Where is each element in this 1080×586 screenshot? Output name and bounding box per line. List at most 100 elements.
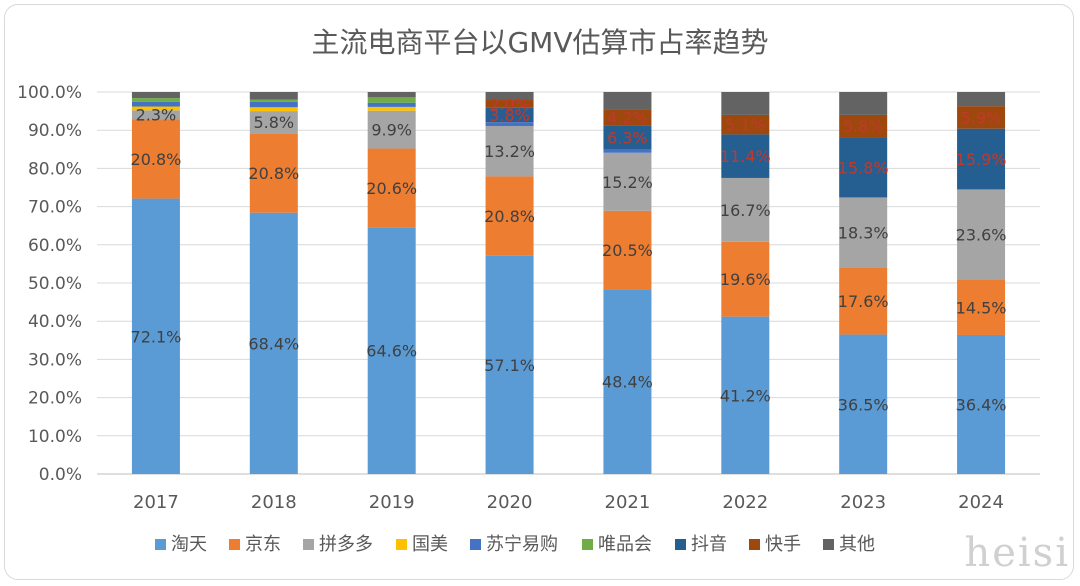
data-label: 4.2% [607,109,648,128]
bar-segment [249,111,298,134]
data-label: 20.6% [366,179,417,198]
legend-swatch [396,539,407,550]
bar-segment [249,133,298,213]
bar-segment [957,92,1006,107]
data-label: 41.2% [720,386,771,405]
bar-segment [721,134,770,178]
bar-segment [957,128,1006,190]
bar-segment [131,198,180,474]
bar-segment [839,114,888,138]
legend-item: 苏宁易购 [470,534,558,555]
data-label: 68.4% [248,334,299,353]
legend-item: 京东 [229,534,281,555]
bar-segment [131,101,180,107]
data-label: 9.9% [371,121,412,140]
bar-segment [603,92,652,110]
bar-segment [367,110,416,149]
y-tick-label: 100.0% [17,83,82,103]
data-label: 36.5% [838,395,889,414]
data-label: 20.8% [131,150,182,169]
bar-segment [367,102,416,107]
y-tick-label: 50.0% [28,274,82,294]
data-label: 36.4% [956,395,1007,414]
data-label: 48.4% [602,373,653,392]
data-label: 5.9% [961,108,1002,127]
bar-segment [485,100,534,108]
bar-segment [131,92,180,99]
bar-segment [249,212,298,474]
x-tick-label: 2018 [251,492,297,513]
bar-segment [957,334,1006,474]
legend-label: 拼多多 [319,534,373,555]
bar-segment [839,267,888,335]
data-label: 64.6% [366,342,417,361]
legend-label: 苏宁易购 [486,534,558,555]
legend-swatch [303,539,314,550]
data-label: 5.8% [843,117,884,136]
data-label: 15.9% [956,150,1007,169]
x-axis-ticks: 2017 2018 2019 2020 2021 2022 2023 2024 [133,492,1004,513]
legend-label: 抖音 [691,534,727,555]
gridlines [97,91,1040,475]
data-label: 18.3% [838,223,889,242]
bar-segment [839,92,888,115]
data-label: 20.8% [248,164,299,183]
bar-segment [249,101,298,108]
data-label: 14.5% [956,298,1007,317]
bar-segment [485,255,534,474]
bar-segment [603,152,652,211]
legend-item: 抖音 [675,534,727,555]
data-label: 3.8% [489,106,530,125]
bar-segment [367,92,416,98]
bar-segment [485,122,534,126]
bar-segment [131,98,180,102]
legend-label: 国美 [412,534,448,555]
bar-segment [485,125,534,177]
legend-item: 拼多多 [303,534,373,555]
data-label: 20.8% [484,207,535,226]
legend-item: 快手 [749,534,801,555]
x-tick-label: 2021 [605,492,651,513]
bar-segment [721,92,770,115]
y-tick-label: 40.0% [28,312,82,332]
bar-segment [485,176,534,256]
bar-segment [367,227,416,474]
data-label: 13.2% [484,142,535,161]
legend-swatch [470,539,481,550]
x-tick-label: 2020 [487,492,533,513]
y-tick-label: 60.0% [28,236,82,256]
bar-segment [603,210,652,290]
y-tick-label: 80.0% [28,159,82,179]
data-label: 5.1% [725,116,766,135]
bar-segment [485,107,534,123]
bar-segment [131,110,180,120]
bars [131,92,1006,474]
bar-segment [603,109,652,126]
legend-swatch [229,539,240,550]
legend-swatch [155,539,166,550]
bar-segment [131,119,180,199]
x-tick-label: 2017 [133,492,179,513]
legend-label: 其他 [839,534,875,555]
bar-segment [131,106,180,111]
data-labels: 72.1% 20.8% 2.3% 68.4% 20.8% 5.8% 64.6% 20.6% 9.… [131,95,1007,415]
bar-segment [367,97,416,103]
legend-item: 国美 [396,534,448,555]
data-label: 6.3% [607,129,648,148]
bar-segment [721,316,770,474]
legend-swatch [749,539,760,550]
bar-segment [839,197,888,268]
bar-segment [603,149,652,153]
y-tick-label: 90.0% [28,121,82,141]
bar-segment [485,92,534,101]
bar-segment [721,241,770,317]
bar-segment [367,106,416,111]
chart-title: 主流电商平台以GMV估算市占率趋势 [311,26,768,59]
legend-label: 快手 [765,534,801,555]
data-label: 72.1% [131,327,182,346]
y-tick-label: 0.0% [39,465,82,485]
legend-swatch [675,539,686,550]
legend-swatch [582,539,593,550]
y-tick-label: 10.0% [28,427,82,447]
